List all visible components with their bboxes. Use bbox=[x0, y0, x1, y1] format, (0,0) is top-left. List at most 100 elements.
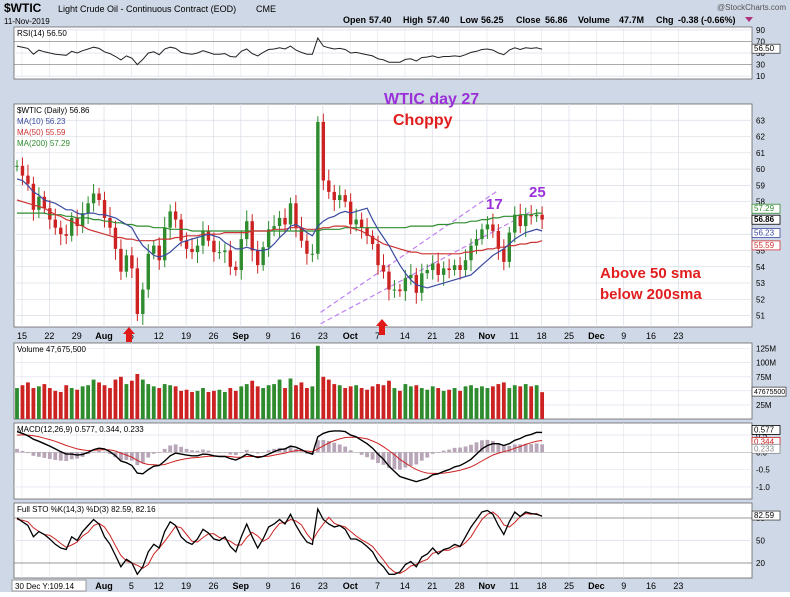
macd-histogram-bar bbox=[135, 452, 140, 466]
ma200-line bbox=[17, 212, 543, 232]
volume-bar bbox=[58, 391, 63, 419]
candle-body bbox=[485, 224, 490, 230]
volume-bar bbox=[113, 379, 118, 419]
volume-bar bbox=[425, 389, 430, 419]
x-tick-label-bottom: 16 bbox=[290, 581, 300, 591]
price-y-tick: 58 bbox=[756, 198, 765, 207]
volume-bar bbox=[321, 376, 326, 419]
x-tick-label: 11 bbox=[510, 331, 519, 341]
volume-bar bbox=[480, 386, 484, 419]
price-value-tag bbox=[751, 214, 781, 225]
candle-body bbox=[190, 248, 194, 253]
annotation-above-50sma: Above 50 sma bbox=[600, 265, 702, 282]
macd-histogram-bar bbox=[217, 452, 222, 453]
candle-body bbox=[425, 270, 429, 274]
candle-body bbox=[540, 214, 544, 220]
macd-histogram-bar bbox=[47, 452, 52, 459]
rsi-legend: RSI(14) 56.50 bbox=[17, 29, 67, 38]
volume-bar bbox=[69, 388, 74, 419]
x-tick-label-bottom: Dec bbox=[588, 581, 605, 591]
x-tick-label-bottom: Aug bbox=[95, 581, 113, 591]
macd-histogram-bar bbox=[53, 452, 58, 460]
chg-down-triangle-icon bbox=[745, 17, 753, 22]
price-value-tag-text: 55.59 bbox=[754, 241, 775, 250]
volume-bar bbox=[162, 384, 167, 419]
volume-bar bbox=[523, 384, 528, 419]
macd-histogram-bar bbox=[534, 443, 539, 453]
rsi-value-tag-text: 56.50 bbox=[754, 44, 775, 53]
volume-bar bbox=[97, 382, 101, 419]
candle-body bbox=[141, 289, 145, 314]
volume-bar bbox=[458, 390, 462, 419]
macd-histogram-bar bbox=[463, 446, 468, 453]
volume-y-tick: 125M bbox=[756, 345, 776, 354]
candle-body bbox=[496, 230, 501, 249]
x-tick-label-bottom: 16 bbox=[646, 581, 656, 591]
close-value: 56.86 bbox=[545, 15, 568, 25]
macd-histogram-bar bbox=[15, 448, 19, 453]
candle-body bbox=[474, 239, 479, 246]
volume-bar bbox=[305, 388, 309, 419]
macd-value-tag bbox=[751, 425, 781, 435]
macd-histogram-bar bbox=[408, 452, 413, 466]
price-y-tick: 63 bbox=[756, 116, 765, 125]
macd-histogram-bar bbox=[26, 452, 30, 454]
price-y-tick: 61 bbox=[756, 149, 765, 158]
volume-bar bbox=[228, 388, 233, 419]
candle-body bbox=[294, 203, 298, 228]
x-tick-label-bottom: 7 bbox=[375, 581, 380, 591]
volume-label: Volume bbox=[578, 15, 610, 25]
candle-body bbox=[310, 253, 315, 255]
x-tick-label: 23 bbox=[318, 331, 328, 341]
volume-bar bbox=[277, 379, 282, 419]
macd-histogram-bar bbox=[31, 452, 36, 456]
candle-body bbox=[113, 227, 118, 249]
candle-body bbox=[524, 214, 528, 227]
volume-bar bbox=[452, 388, 457, 419]
macd-histogram-bar bbox=[36, 452, 41, 457]
volume-value-tag bbox=[751, 386, 787, 397]
macd-y-tick: -1.0 bbox=[756, 483, 770, 492]
x-tick-label-bottom: 14 bbox=[400, 581, 410, 591]
chg-value: -0.38 (-0.66%) bbox=[678, 15, 736, 25]
price-value-tag-text: 57.29 bbox=[754, 204, 775, 213]
watermark: @StockCharts.com bbox=[717, 3, 786, 12]
volume-bar bbox=[310, 386, 315, 419]
candle-body bbox=[491, 224, 495, 231]
macd-histogram-bar bbox=[348, 450, 353, 453]
volume-bar bbox=[42, 384, 47, 419]
x-tick-label: 23 bbox=[673, 331, 683, 341]
volume-bar bbox=[195, 390, 200, 419]
macd-histogram-bar bbox=[299, 451, 304, 453]
candle-body bbox=[321, 121, 326, 181]
x-tick-label: 26 bbox=[208, 331, 218, 341]
candle-body bbox=[398, 289, 402, 292]
rsi-y-tick: 30 bbox=[756, 61, 765, 70]
chart-date: 11-Nov-2019 bbox=[4, 17, 50, 26]
x-tick-label: 9 bbox=[266, 331, 271, 341]
x-tick-label: 16 bbox=[290, 331, 300, 341]
candle-body bbox=[387, 271, 391, 290]
volume-bar bbox=[436, 388, 441, 419]
volume-bar bbox=[299, 382, 304, 419]
macd-histogram-bar bbox=[398, 452, 402, 470]
x-tick-label-bottom: 25 bbox=[564, 581, 574, 591]
macd-histogram-bar bbox=[222, 452, 227, 453]
x-tick-label: 15 bbox=[17, 331, 27, 341]
macd-histogram-bar bbox=[419, 452, 424, 461]
x-tick-label: Sep bbox=[233, 331, 250, 341]
candle-body bbox=[91, 193, 96, 204]
candle-body bbox=[97, 193, 101, 201]
macd-histogram-bar bbox=[228, 452, 233, 455]
x-tick-label: 21 bbox=[427, 331, 437, 341]
volume-bar bbox=[326, 379, 331, 419]
x-tick-label-bottom: Sep bbox=[233, 581, 250, 591]
macd-histogram-bar bbox=[272, 448, 276, 453]
volume-bar bbox=[222, 391, 227, 419]
macd-histogram-bar bbox=[392, 452, 397, 469]
macd-histogram-bar bbox=[119, 452, 123, 461]
candle-body bbox=[480, 229, 484, 240]
x-tick-label: 25 bbox=[564, 331, 574, 341]
candle-body bbox=[239, 239, 243, 271]
x-tick-label: 14 bbox=[400, 331, 410, 341]
